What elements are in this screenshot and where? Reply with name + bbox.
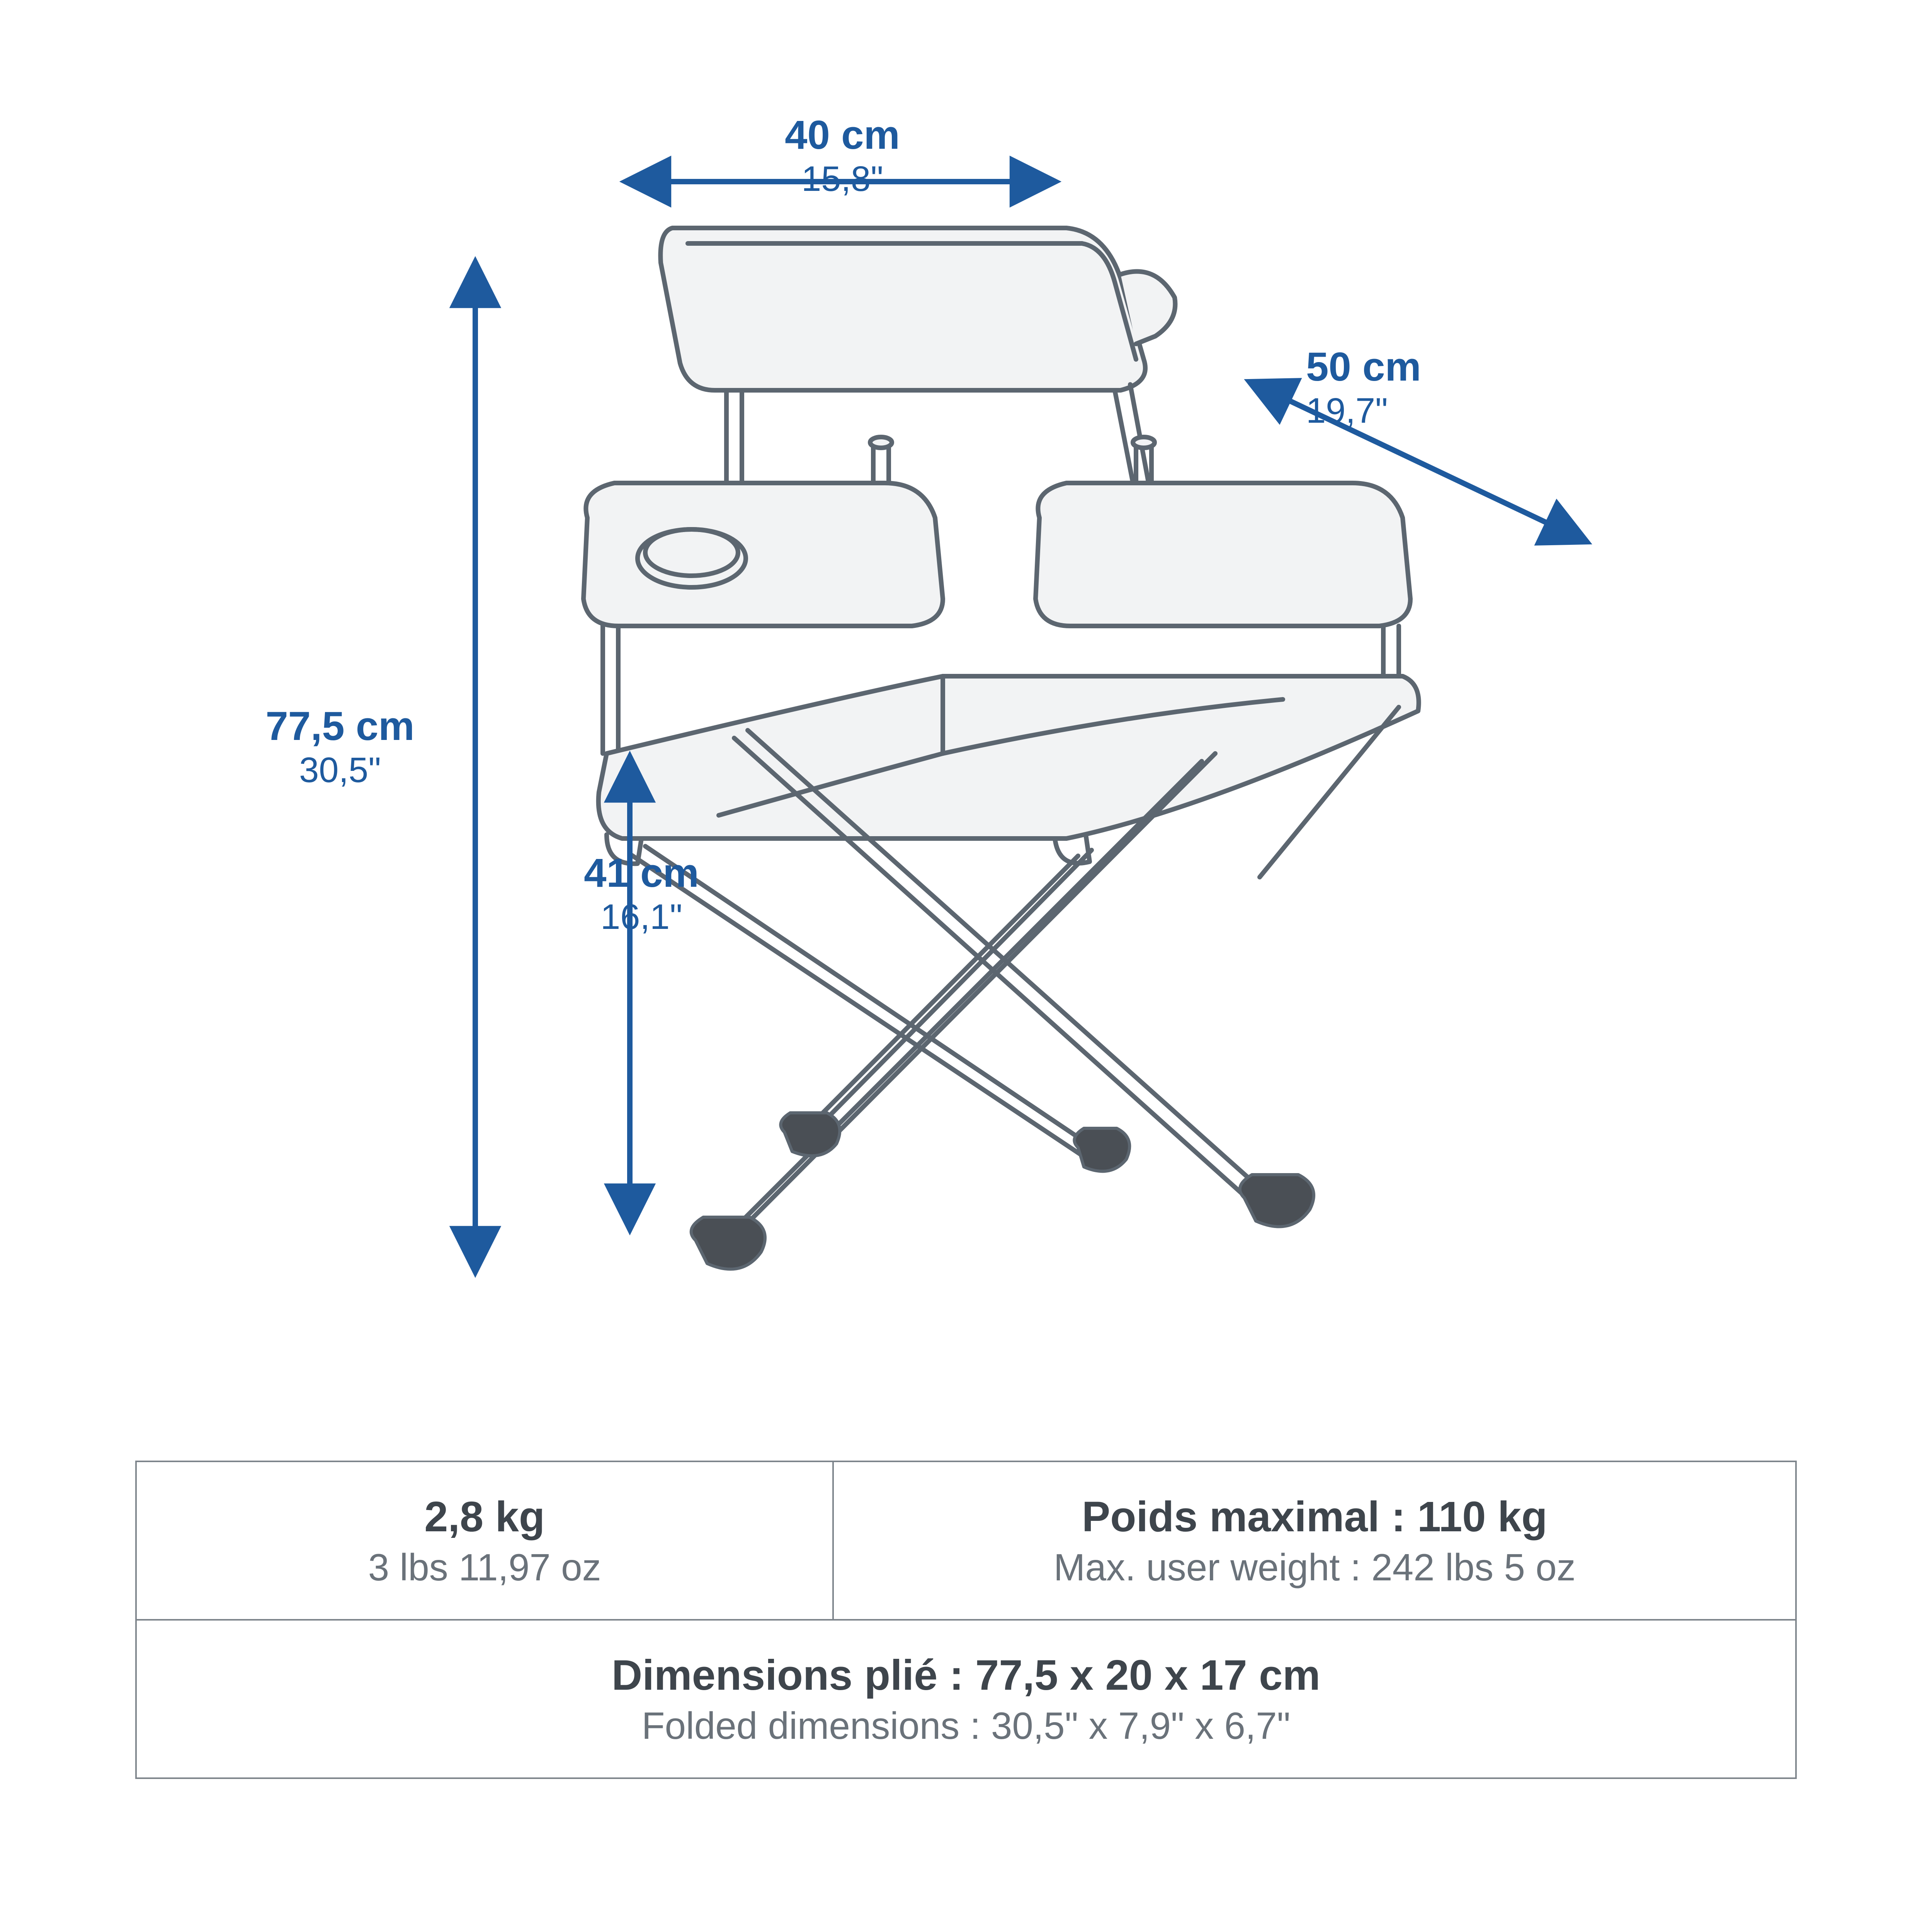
folded-sub: Folded dimensions : 30,5" x 7,9" x 6,7" — [642, 1702, 1291, 1750]
cell-folded: Dimensions plié : 77,5 x 20 x 17 cm Fold… — [136, 1620, 1796, 1778]
max-weight-main: Poids maximal : 110 kg — [1082, 1490, 1547, 1544]
dim-total-height-label: 77,5 cm 30,5" — [232, 703, 448, 791]
table-row: Dimensions plié : 77,5 x 20 x 17 cm Fold… — [136, 1620, 1796, 1778]
dim-depth-metric: 50 cm — [1306, 344, 1507, 391]
folded-main: Dimensions plié : 77,5 x 20 x 17 cm — [612, 1649, 1320, 1702]
dim-width-metric: 40 cm — [742, 112, 943, 159]
table-row: 2,8 kg 3 lbs 11,97 oz Poids maximal : 11… — [136, 1461, 1796, 1620]
max-weight-sub: Max. user weight : 242 lbs 5 oz — [1054, 1544, 1576, 1591]
dim-width-imperial: 15,8" — [742, 159, 943, 200]
spec-table: 2,8 kg 3 lbs 11,97 oz Poids maximal : 11… — [135, 1461, 1797, 1779]
dim-width-label: 40 cm 15,8" — [742, 112, 943, 200]
product-dimensions-diagram: 40 cm 15,8" 50 cm 19,7" 77,5 cm 30,5" 41… — [0, 0, 1932, 1932]
dim-depth-imperial: 19,7" — [1306, 391, 1507, 432]
dim-total-height-metric: 77,5 cm — [232, 703, 448, 750]
dim-depth-label: 50 cm 19,7" — [1306, 344, 1507, 432]
dim-total-height-imperial: 30,5" — [232, 750, 448, 791]
dim-seat-height-metric: 41 cm — [541, 850, 742, 897]
dim-seat-height-imperial: 16,1" — [541, 897, 742, 938]
dim-seat-height-label: 41 cm 16,1" — [541, 850, 742, 938]
cell-weight: 2,8 kg 3 lbs 11,97 oz — [136, 1461, 833, 1620]
weight-sub: 3 lbs 11,97 oz — [368, 1544, 601, 1591]
weight-main: 2,8 kg — [424, 1490, 545, 1544]
cell-max-weight: Poids maximal : 110 kg Max. user weight … — [833, 1461, 1796, 1620]
